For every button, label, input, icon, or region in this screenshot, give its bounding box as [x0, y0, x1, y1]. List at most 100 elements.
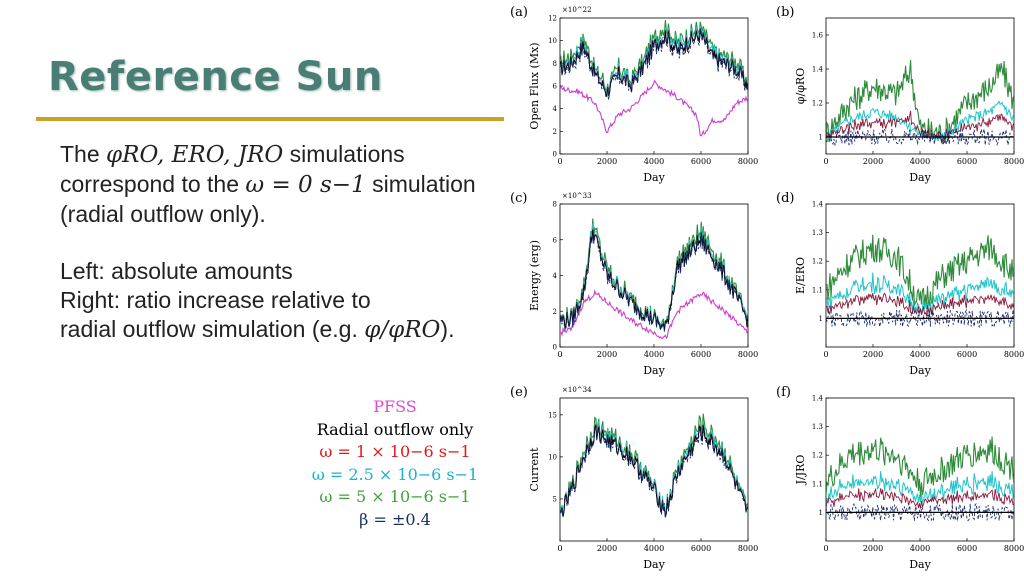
legend-omega-5: ω = 5 × 10−6 s−1 — [319, 487, 471, 506]
beta-line — [560, 234, 748, 332]
y-tick-label: 2 — [553, 308, 557, 316]
x-tick-label: 8000 — [738, 350, 758, 359]
y-tick-label: 1.2 — [812, 258, 823, 266]
y-tick-label: 4 — [553, 105, 558, 113]
data-series — [560, 413, 748, 518]
y-tick-label: 1.2 — [812, 100, 823, 108]
x-tick-label: 6000 — [691, 157, 711, 166]
y-tick-label: 1 — [819, 315, 823, 323]
axis-exponent: ×10^33 — [562, 192, 592, 200]
plot-frame — [825, 203, 1015, 348]
x-tick-label: 6000 — [957, 157, 977, 166]
x-tick-label: 0 — [823, 157, 828, 166]
chart-e: 0 2000 4000 6000 8000 5 10 15 Day Current (e) ×10^3… — [510, 385, 758, 571]
y-tick-label: 12 — [548, 15, 557, 23]
slide-title: Reference Sun — [48, 54, 383, 100]
x-tick-label: 2000 — [597, 544, 617, 553]
para2-line3: radial outflow simulation (e.g. φ/φRO). — [60, 316, 455, 343]
omega5-line — [560, 413, 748, 516]
para1-line2: correspond to the ω = 0 s−1 simulation — [60, 171, 476, 198]
x-tick-label: 2000 — [597, 350, 617, 359]
x-axis-label: Day — [643, 364, 665, 377]
omega1-ratio-line — [826, 110, 1014, 144]
x-tick-label: 0 — [823, 544, 828, 553]
x-axis-label: Day — [909, 364, 931, 377]
axis-exponent: ×10^22 — [562, 6, 592, 14]
title-underline — [36, 117, 504, 121]
x-tick-label: 0 — [557, 350, 562, 359]
radial-line — [560, 425, 748, 518]
y-tick-label: 2 — [553, 128, 557, 136]
y-axis-label: φ/φRO — [794, 68, 807, 104]
y-axis-label: Current — [528, 447, 541, 492]
omega25-line — [560, 420, 748, 518]
y-tick-label: 1.1 — [812, 286, 823, 294]
series-legend: PFSS Radial outflow only ω = 1 × 10−6 s−… — [300, 396, 490, 531]
pfss-line — [560, 288, 748, 340]
panel-label: (c) — [510, 191, 527, 206]
x-tick-label: 4000 — [910, 157, 930, 166]
y-tick-label: 1.4 — [812, 395, 824, 403]
omega5-ratio-line — [826, 234, 1014, 307]
x-tick-label: 0 — [823, 350, 828, 359]
plot-frame — [825, 397, 1015, 542]
x-tick-label: 2000 — [863, 350, 883, 359]
data-series — [826, 59, 1014, 146]
y-tick-label: 1.2 — [812, 452, 823, 460]
x-tick-label: 2000 — [863, 544, 883, 553]
chart-a: 0 2000 4000 6000 8000 0 2 4 6 8 10 12 Day Open Flux (… — [510, 5, 758, 184]
x-tick-label: 6000 — [691, 350, 711, 359]
y-tick-label: 0 — [553, 151, 557, 159]
y-tick-label: 1.6 — [812, 32, 824, 40]
chart-c: 0 2000 4000 6000 8000 0 2 4 6 8 Day Energy (erg) (c)… — [510, 191, 758, 377]
y-tick-label: 5 — [553, 495, 557, 503]
y-tick-label: 10 — [548, 37, 557, 45]
plot-frame — [559, 397, 749, 542]
data-series — [560, 218, 748, 340]
data-series — [826, 234, 1014, 329]
x-tick-label: 0 — [557, 544, 562, 553]
legend-beta: β = ±0.4 — [359, 509, 431, 529]
x-tick-label: 4000 — [644, 157, 664, 166]
plot-frame — [559, 203, 749, 348]
y-tick-label: 1.1 — [812, 480, 823, 488]
panel-label: (d) — [776, 191, 794, 206]
y-tick-label: 1.4 — [812, 201, 824, 209]
panel-label: (e) — [510, 385, 528, 400]
omega5-ratio-line — [826, 59, 1014, 145]
x-tick-label: 6000 — [957, 544, 977, 553]
legend-pfss: PFSS — [373, 397, 417, 416]
x-axis-label: Day — [643, 171, 665, 184]
x-tick-label: 2000 — [597, 157, 617, 166]
y-tick-label: 10 — [548, 453, 557, 461]
panel-label: (b) — [776, 5, 794, 20]
x-tick-label: 8000 — [1004, 157, 1024, 166]
x-tick-label: 8000 — [738, 544, 758, 553]
omega1-line — [560, 424, 748, 517]
omega1-ratio-line — [826, 292, 1014, 318]
legend-omega-1: ω = 1 × 10−6 s−1 — [319, 442, 471, 461]
y-axis-label: Open Flux (Mx) — [528, 42, 541, 129]
y-tick-label: 8 — [553, 60, 557, 68]
x-tick-label: 6000 — [691, 544, 711, 553]
x-tick-label: 8000 — [1004, 544, 1024, 553]
para2-line1: Left: absolute amounts — [60, 258, 293, 284]
y-tick-label: 0 — [553, 344, 557, 352]
beta-line — [560, 30, 748, 100]
chart-d: 0 2000 4000 6000 8000 1 1.1 1.2 1.3 1.4 Day E/ERO (d… — [776, 191, 1024, 377]
y-tick-label: 1.4 — [812, 66, 824, 74]
pfss-line — [560, 79, 748, 137]
x-tick-label: 6000 — [957, 350, 977, 359]
omega25-ratio-line — [826, 470, 1014, 509]
y-tick-label: 4 — [553, 272, 558, 280]
beta-line — [560, 426, 748, 518]
para2-line2: Right: ratio increase relative to — [60, 287, 371, 313]
body-text: The φRO, ERO, JRO simulations correspond… — [60, 140, 476, 345]
omega25-ratio-line — [826, 272, 1014, 316]
y-tick-label: 1.3 — [812, 423, 823, 431]
omega1-ratio-line — [826, 487, 1014, 509]
para1-line1: The φRO, ERO, JRO simulations — [60, 141, 405, 168]
x-tick-label: 4000 — [910, 350, 930, 359]
data-series — [560, 19, 748, 137]
